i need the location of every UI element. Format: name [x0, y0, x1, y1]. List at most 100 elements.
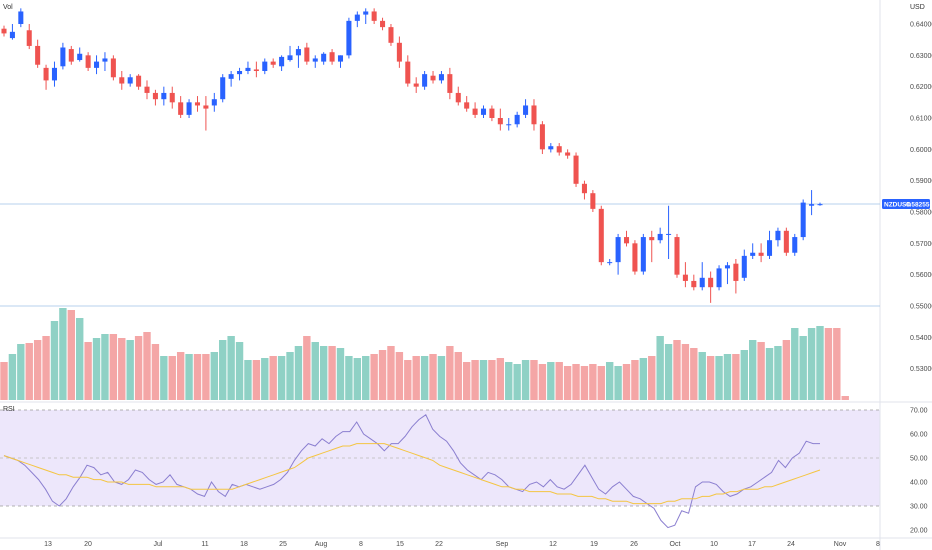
volume-bar — [589, 364, 597, 400]
volume-bar — [126, 340, 134, 400]
volume-bar — [547, 362, 555, 400]
candle-body — [194, 102, 201, 106]
volume-bar — [723, 354, 732, 400]
candlesticks — [1, 8, 823, 303]
volume-bar — [563, 366, 572, 400]
volume-bar — [807, 328, 816, 400]
volume-bar — [732, 354, 740, 400]
volume-bar — [404, 360, 412, 400]
time-tick-label: 19 — [590, 541, 598, 548]
candle-body — [615, 237, 621, 263]
currency-label: USD — [910, 4, 925, 11]
volume-bar — [118, 338, 126, 400]
volume-bar — [782, 340, 791, 400]
candle-body — [775, 230, 781, 241]
time-tick-label: 17 — [748, 541, 756, 548]
candle-body — [632, 243, 638, 272]
time-tick-label: Oct — [670, 541, 681, 548]
volume-bar — [420, 356, 429, 400]
candle-body — [388, 27, 394, 43]
volume-bars — [0, 308, 849, 400]
volume-bar — [673, 340, 681, 400]
rsi-label: RSI — [3, 406, 15, 413]
candle-body — [464, 102, 470, 109]
candle-body — [245, 67, 251, 71]
candle-body — [573, 155, 579, 184]
candle-body — [480, 108, 487, 115]
candle-body — [565, 152, 571, 156]
candle-body — [186, 102, 192, 115]
time-tick-label: Jul — [154, 541, 163, 548]
volume-bar — [176, 352, 185, 400]
price-tag-symbol: NZDUSD — [884, 201, 911, 208]
candle-body — [51, 67, 57, 81]
candle-body — [506, 124, 512, 126]
volume-bar — [622, 364, 631, 400]
volume-bar — [648, 356, 656, 400]
candle-body — [800, 202, 806, 238]
candle-body — [237, 71, 243, 75]
volume-bar — [303, 336, 311, 400]
volume-bar — [841, 396, 849, 400]
volume-bar — [690, 348, 698, 400]
volume-bar — [387, 346, 395, 400]
time-tick-label: 20 — [84, 541, 92, 548]
candle-body — [640, 237, 646, 272]
volume-bar — [269, 356, 277, 400]
time-tick-label: 13 — [44, 541, 52, 548]
candle-body — [783, 230, 789, 253]
candle-body — [708, 277, 714, 288]
volume-bar — [572, 364, 580, 400]
volume-bar — [244, 360, 252, 400]
candle-body — [102, 58, 108, 62]
time-tick-label: 18 — [240, 541, 248, 548]
volume-bar — [160, 356, 168, 400]
volume-bar — [353, 358, 362, 400]
volume-bar — [513, 364, 521, 400]
candle-body — [110, 58, 116, 78]
candle-body — [750, 252, 756, 256]
volume-bar — [227, 336, 235, 400]
volume-bar — [706, 356, 715, 400]
volume-bar — [395, 352, 404, 400]
time-tick-label: Nov — [834, 541, 847, 548]
price-tag-background — [882, 199, 930, 210]
volume-bar — [479, 360, 488, 400]
volume-bar — [631, 360, 639, 400]
candle-body — [514, 114, 520, 125]
volume-bar — [277, 356, 286, 400]
volume-bar — [538, 364, 547, 400]
volume-bar — [715, 356, 723, 400]
candle-body — [767, 240, 773, 256]
volume-bar — [639, 358, 648, 400]
candle-body — [380, 20, 386, 28]
volume-bar — [748, 340, 757, 400]
candle-body — [674, 237, 680, 275]
volume-bar — [555, 362, 563, 400]
candle-body — [422, 74, 428, 87]
candle-body — [94, 61, 100, 68]
volume-bar — [462, 362, 471, 400]
volume-bar — [143, 332, 151, 400]
volume-bar — [488, 360, 496, 400]
volume-bar — [345, 356, 353, 400]
candle-body — [556, 146, 562, 153]
candle-body — [809, 204, 815, 206]
candle-body — [136, 75, 142, 87]
volume-bar — [757, 342, 765, 400]
rsi-ma-line — [3, 443, 821, 505]
volume-bar — [597, 366, 605, 400]
volume-bar — [614, 366, 622, 400]
candle-body — [489, 108, 495, 118]
volume-bar — [765, 348, 774, 400]
volume-bar — [698, 352, 706, 400]
volume-bar — [740, 350, 748, 400]
volume-bar — [294, 346, 303, 400]
candle-body — [455, 92, 461, 103]
